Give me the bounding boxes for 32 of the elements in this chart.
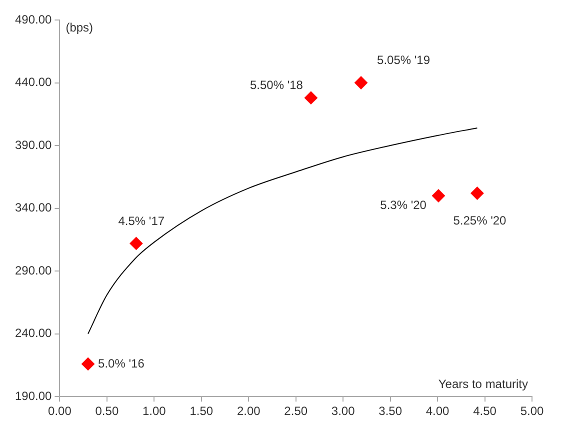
x-tick-label: 4.00 — [426, 404, 450, 418]
x-tick-label: 2.50 — [284, 404, 308, 418]
y-tick-label: 440.00 — [15, 75, 52, 90]
y-tick-label: 290.00 — [15, 263, 52, 278]
annotation: 5.25% '20 — [453, 214, 507, 228]
annotation: 5.50% '18 — [250, 78, 304, 92]
x-tick-label: 3.50 — [378, 404, 402, 418]
annotation: 5.0% '16 — [98, 356, 145, 370]
point — [432, 189, 445, 202]
point — [130, 236, 143, 250]
y-axis-title: (bps) — [66, 20, 94, 34]
x-tick-label: 2.00 — [236, 404, 261, 418]
y-tick-label: 490.00 — [15, 12, 52, 26]
x-axis-title: Years to maturity — [438, 376, 528, 391]
x-tick-label: 0.00 — [48, 404, 72, 418]
point — [82, 357, 95, 370]
y-tick-label: 190.00 — [15, 388, 52, 403]
x-tick-label: 1.00 — [142, 404, 166, 418]
annotation: 5.05% '19 — [377, 53, 430, 68]
point — [354, 76, 368, 90]
y-tick-label: 390.00 — [15, 138, 52, 152]
annotation: 5.3% '20 — [380, 198, 427, 212]
x-tick-label: 4.50 — [473, 404, 497, 418]
x-tick-label: 5.00 — [520, 404, 544, 418]
annotation: 4.5% '17 — [118, 214, 165, 228]
point — [304, 91, 318, 104]
y-tick-label: 240.00 — [15, 326, 52, 340]
x-tick-label: 0.50 — [95, 404, 119, 418]
x-tick-label: 1.50 — [190, 404, 214, 418]
x-tick-label: 3.00 — [331, 404, 356, 418]
y-tick-label: 340.00 — [15, 200, 52, 215]
point — [470, 186, 484, 200]
